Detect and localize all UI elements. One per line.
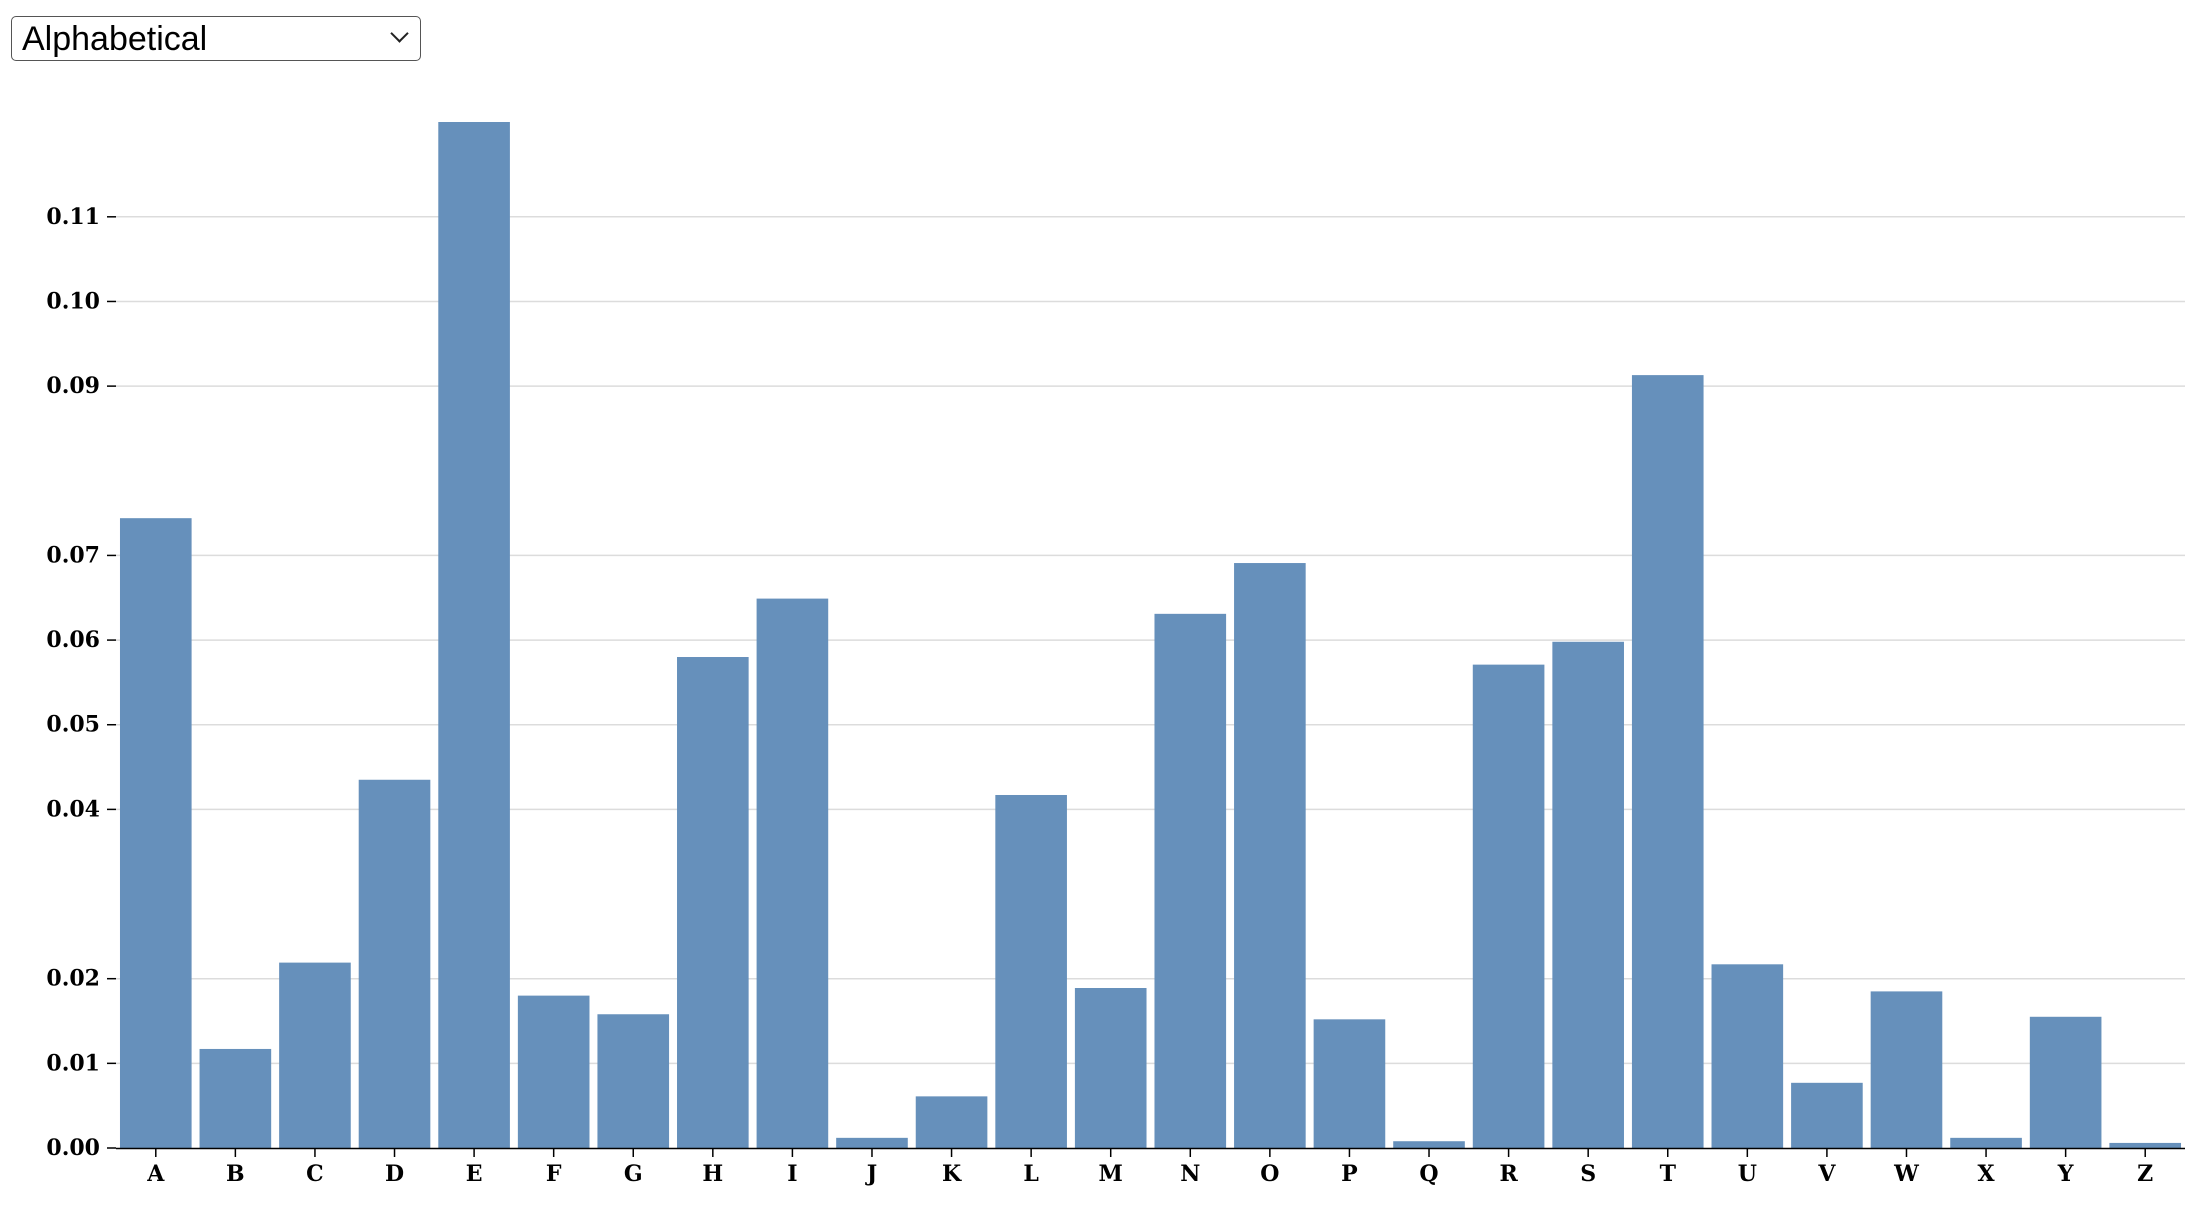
- x-tick-label: Z: [2137, 1161, 2153, 1187]
- bar-l: [995, 794, 1067, 1148]
- x-tick-label: N: [1180, 1161, 1200, 1187]
- x-tick-label: S: [1580, 1161, 1596, 1187]
- x-tick-label: G: [624, 1161, 643, 1187]
- bar-i: [756, 598, 829, 1148]
- x-tick-label: W: [1893, 1161, 1919, 1187]
- bar-z: [2109, 1142, 2182, 1148]
- x-tick-label: H: [702, 1161, 723, 1187]
- x-tick-label: M: [1099, 1161, 1123, 1187]
- x-tick-label: D: [385, 1161, 404, 1187]
- bar-n: [1154, 613, 1227, 1148]
- bar-r: [1472, 664, 1545, 1148]
- y-tick-label: 0.06: [46, 627, 100, 653]
- y-tick-label: 0.00: [46, 1135, 100, 1161]
- x-tick-label: K: [942, 1161, 962, 1187]
- x-tick-label: Q: [1419, 1161, 1438, 1187]
- y-tick-label: 0.04: [46, 796, 100, 822]
- bar-y: [2029, 1016, 2102, 1148]
- sort-order-select[interactable]: Alphabetical: [11, 16, 421, 61]
- y-axis: 0.00 0.01 0.02 0.04 0.05 0.06 0.07 0.09 0.10 0.11: [46, 204, 116, 1161]
- bar-e: [438, 122, 510, 1148]
- x-tick-label: J: [865, 1161, 877, 1187]
- x-tick-label: U: [1738, 1161, 1757, 1187]
- bar-u: [1711, 964, 1784, 1148]
- x-tick-label: A: [146, 1161, 165, 1187]
- x-tick-label: C: [306, 1161, 324, 1187]
- bar-f: [517, 995, 590, 1148]
- x-tick-label: R: [1499, 1161, 1518, 1187]
- bar-d: [358, 779, 431, 1148]
- x-tick-label: B: [226, 1161, 245, 1187]
- bar-h: [677, 657, 749, 1148]
- y-tick-label: 0.01: [46, 1050, 100, 1076]
- bar-m: [1074, 988, 1147, 1148]
- bar-w: [1870, 991, 1943, 1148]
- y-tick-label: 0.02: [46, 966, 100, 992]
- x-tick-label: T: [1660, 1161, 1677, 1187]
- bar-b: [199, 1048, 272, 1148]
- bar-k: [915, 1096, 988, 1148]
- y-tick-label: 0.09: [46, 373, 100, 399]
- x-tick-label: X: [1978, 1161, 1996, 1187]
- bar-s: [1552, 641, 1624, 1148]
- y-tick-label: 0.05: [46, 712, 100, 738]
- x-tick-label: E: [466, 1161, 483, 1187]
- y-tick-label: 0.11: [46, 204, 100, 230]
- bar-g: [597, 1014, 670, 1148]
- bar-x: [1950, 1137, 2022, 1148]
- x-tick-label: V: [1817, 1161, 1836, 1187]
- bar-t: [1631, 375, 1704, 1148]
- bar-v: [1791, 1082, 1863, 1148]
- bar-c: [279, 962, 351, 1148]
- x-axis: A B C D E F G H I J K L M N O P Q R S T U V W X Y Z: [116, 1147, 2185, 1187]
- x-tick-label: L: [1023, 1161, 1038, 1187]
- bars: [119, 122, 2182, 1148]
- bar-q: [1393, 1141, 1465, 1148]
- x-tick-label: F: [546, 1161, 562, 1187]
- x-tick-label: Y: [2057, 1161, 2074, 1187]
- y-tick-label: 0.10: [46, 288, 100, 314]
- x-tick-label: P: [1341, 1161, 1358, 1187]
- bar-j: [836, 1137, 908, 1148]
- y-tick-label: 0.07: [46, 542, 100, 568]
- x-tick-label: O: [1260, 1161, 1279, 1187]
- bar-o: [1234, 563, 1306, 1148]
- x-tick-label: I: [787, 1161, 797, 1187]
- bar-p: [1313, 1019, 1386, 1148]
- bar-a: [119, 518, 192, 1148]
